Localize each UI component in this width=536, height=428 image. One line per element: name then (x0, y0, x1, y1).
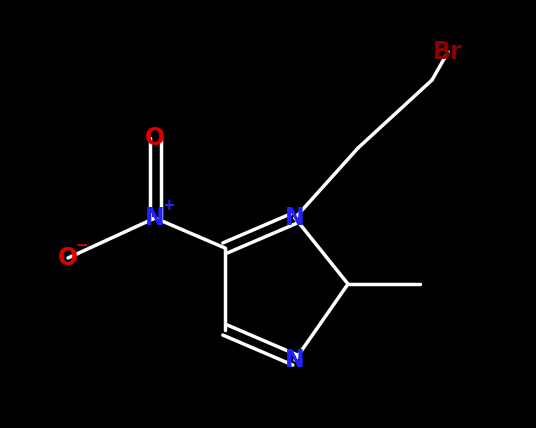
Text: O: O (58, 246, 78, 270)
Text: N: N (285, 348, 305, 372)
Text: N: N (285, 206, 305, 230)
Text: Br: Br (433, 40, 463, 64)
Text: O: O (145, 126, 165, 150)
Text: N: N (145, 206, 165, 230)
Text: +: + (162, 197, 175, 212)
Text: −: − (76, 238, 88, 253)
